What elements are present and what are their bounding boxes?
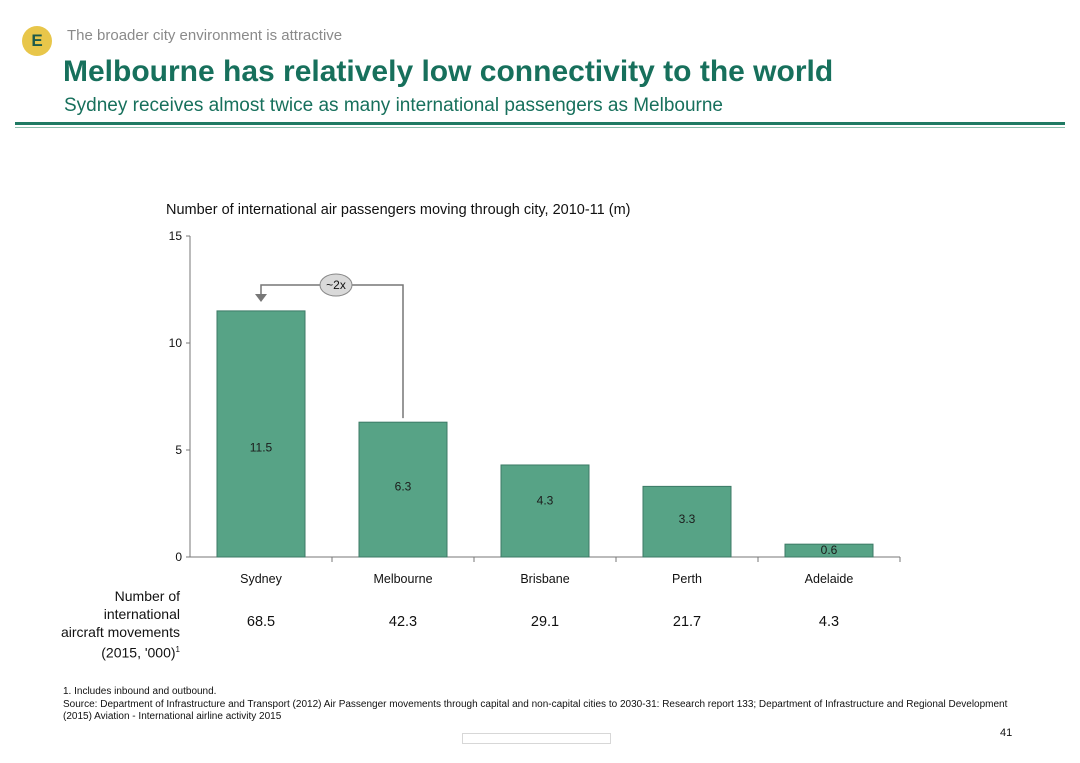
movement-value: 68.5 [246,614,276,630]
y-tick-label: 0 [175,550,182,564]
movement-value: 42.3 [388,614,418,630]
movement-value: 29.1 [530,614,560,630]
page-number: 41 [1000,727,1013,739]
y-tick-label: 5 [175,443,182,457]
source-note: Source: Department of Infrastructure and… [63,698,1008,723]
header-rule-thin [15,127,1065,128]
chart-title: Number of international air passengers m… [166,202,631,218]
movement-value: 21.7 [672,614,702,630]
bar [642,485,732,558]
bar [358,421,448,558]
x-category-label: Perth [672,572,702,586]
bar-data-label: 3.3 [679,512,696,526]
x-category-label: Melbourne [373,572,432,586]
section-kicker: The broader city environment is attracti… [67,27,343,44]
movements-row-label: Number of international aircraft movemen… [60,588,180,661]
bar [216,310,306,558]
bar-data-label: 4.3 [537,493,554,507]
x-category-label: Adelaide [805,572,854,586]
movement-value: 4.3 [818,614,840,630]
footnotes: 1. Includes inbound and outbound. Source… [63,686,1023,724]
bar-data-label: 6.3 [395,479,412,493]
y-tick-label: 10 [169,336,183,350]
page-subtitle: Sydney receives almost twice as many int… [64,95,723,116]
footer-box [462,733,611,744]
annotation-label: ~2x [326,278,346,292]
bar-data-label: 11.5 [250,441,273,455]
chart-bars: 11.5 Sydney 6.3 Melbourne 4.3 Brisbane 3.3 Pert… [216,310,874,586]
section-badge: E [22,26,52,56]
passenger-bar-chart: Number of international air passengers m… [166,202,901,586]
ratio-annotation: ~2x [255,273,404,419]
page-title: Melbourne has relatively low connectivit… [63,55,834,88]
footnote-1: 1. Includes inbound and outbound. [63,686,217,697]
y-tick-label: 15 [169,229,183,243]
x-category-label: Sydney [240,572,282,586]
annotation-arrowhead [255,294,267,302]
annotation-bubble [319,273,353,297]
header-rule [15,122,1065,125]
bar-data-label: 0.6 [821,543,838,557]
x-category-label: Brisbane [520,572,569,586]
bar [500,464,590,558]
bar [784,543,874,558]
